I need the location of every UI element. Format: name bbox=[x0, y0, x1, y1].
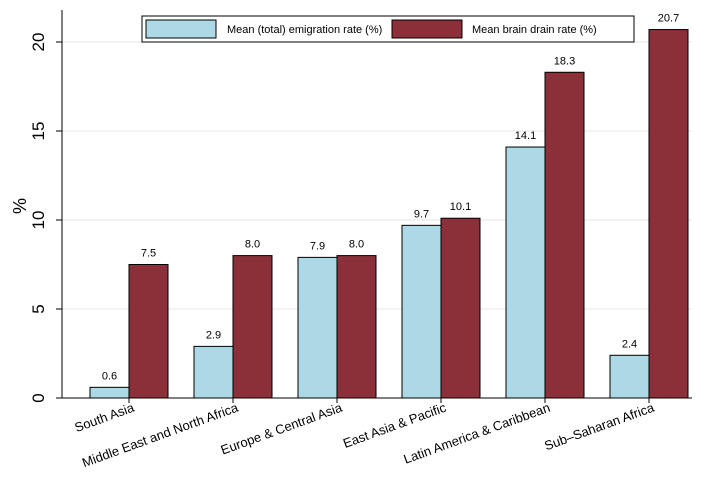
data-label-emigration-3: 9.7 bbox=[414, 208, 429, 220]
bar-brain-drain-4 bbox=[544, 71, 585, 399]
y-tick-label-15: 15 bbox=[29, 122, 48, 141]
data-label-brain-drain-2: 8.0 bbox=[349, 239, 364, 251]
category-label-5: Sub–Saharan Africa bbox=[542, 399, 657, 453]
legend-label-0: Mean (total) emigration rate (%) bbox=[227, 24, 382, 36]
y-tick-label-0: 0 bbox=[29, 393, 48, 402]
data-labels: 0.6 7.5 2.9 8.0 7.9 8.0 9.7 10.1 14.1 18.3 2.4 20.7 bbox=[102, 13, 679, 383]
y-ticks: 0 5 10 15 20 bbox=[29, 33, 62, 403]
y-tick-label-5: 5 bbox=[29, 304, 48, 313]
legend-swatch-0 bbox=[145, 19, 217, 39]
data-label-emigration-0: 0.6 bbox=[102, 370, 117, 382]
bar-emigration-4 bbox=[505, 146, 546, 399]
data-label-brain-drain-0: 7.5 bbox=[141, 248, 156, 260]
data-label-brain-drain-3: 10.1 bbox=[450, 201, 471, 213]
bars bbox=[89, 29, 689, 399]
bar-emigration-5 bbox=[609, 354, 650, 399]
y-tick-label-20: 20 bbox=[29, 33, 48, 52]
bar-brain-drain-1 bbox=[232, 255, 273, 399]
bar-brain-drain-2 bbox=[336, 255, 377, 399]
category-label-0: South Asia bbox=[72, 399, 136, 435]
bar-emigration-2 bbox=[297, 256, 338, 399]
bar-emigration-3 bbox=[401, 224, 442, 399]
legend: Mean (total) emigration rate (%) Mean bra… bbox=[141, 15, 635, 43]
data-label-emigration-5: 2.4 bbox=[622, 338, 637, 350]
data-label-emigration-4: 14.1 bbox=[515, 130, 536, 142]
data-label-brain-drain-4: 18.3 bbox=[554, 55, 575, 67]
data-label-emigration-2: 7.9 bbox=[310, 240, 325, 252]
bar-brain-drain-3 bbox=[440, 217, 481, 399]
y-tick-label-10: 10 bbox=[29, 211, 48, 230]
legend-label-1: Mean brain drain rate (%) bbox=[472, 24, 597, 36]
data-label-brain-drain-5: 20.7 bbox=[658, 13, 679, 25]
legend-box bbox=[141, 15, 635, 43]
bar-emigration-0 bbox=[89, 386, 130, 399]
y-axis-label: % bbox=[10, 198, 30, 214]
bar-emigration-1 bbox=[193, 345, 234, 399]
data-label-emigration-1: 2.9 bbox=[206, 329, 221, 341]
bar-brain-drain-0 bbox=[128, 264, 169, 399]
bar-brain-drain-5 bbox=[648, 29, 689, 399]
data-label-brain-drain-1: 8.0 bbox=[245, 239, 260, 251]
legend-swatch-1 bbox=[391, 19, 463, 39]
